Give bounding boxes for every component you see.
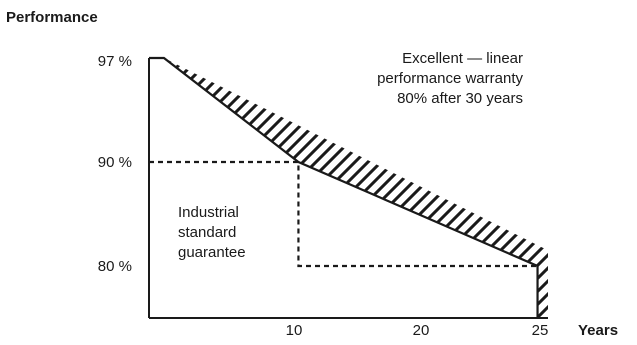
hatch-stroke: [163, 58, 506, 318]
hatch-stroke: [163, 58, 311, 318]
hatch-stroke: [163, 58, 220, 318]
hatch-stroke: [163, 58, 168, 318]
hatch-stroke: [0, 0, 140, 345]
hatch-stroke: [248, 58, 548, 318]
hatch-stroke: [469, 58, 548, 318]
hatch-stroke: [163, 58, 467, 318]
hatch-stroke: [163, 58, 207, 318]
hatch-stroke: [163, 58, 454, 318]
hatch-stroke: [417, 58, 548, 318]
hatch-stroke: [0, 0, 49, 345]
hatch-stroke: [163, 58, 285, 318]
hatch-stroke: [163, 58, 389, 318]
x-tick-25: 25: [531, 322, 549, 339]
hatch-stroke: [300, 58, 548, 318]
linear-warranty-annotation: Excellent — linear performance warranty …: [290, 49, 523, 109]
hatch-stroke: [261, 58, 548, 318]
y-tick-97: 97 %: [97, 53, 132, 70]
hatch-stroke: [163, 58, 324, 318]
hatch-stroke: [547, 58, 548, 318]
hatch-stroke: [287, 58, 548, 318]
hatch-stroke: [404, 58, 548, 318]
linear-warranty-line: [149, 56, 539, 318]
hatch-stroke: [235, 58, 548, 318]
hatch-stroke: [163, 58, 363, 318]
hatch-stroke: [365, 58, 548, 318]
series-group: [149, 56, 539, 318]
x-axis-label: Years: [578, 322, 619, 339]
hatch-stroke: [183, 58, 532, 318]
hatch-stroke: [0, 0, 101, 345]
hatch-stroke: [163, 58, 194, 318]
linear-annotation-line-3: 80% after 30 years: [397, 90, 523, 107]
industrial-standard-line: [149, 160, 538, 268]
standard-annotation-line-2: standard: [178, 224, 237, 241]
hatch-stroke: [601, 0, 637, 345]
hatch-stroke: [443, 58, 548, 318]
linear-annotation-line-2: performance warranty: [377, 70, 523, 87]
hatch-stroke: [163, 58, 337, 318]
hatch-stroke: [163, 58, 272, 318]
x-tick-20: 20: [412, 322, 430, 339]
hatch-stroke: [575, 0, 637, 345]
linear-annotation-line-1: Excellent — linear: [402, 50, 523, 67]
hatch-stroke: [0, 0, 127, 345]
hatch-stroke: [163, 58, 259, 318]
hatch-stroke: [562, 0, 637, 345]
hatch-stroke: [0, 0, 75, 345]
hatch-stroke: [588, 0, 637, 345]
standard-guarantee-annotation: Industrial standard guarantee: [178, 203, 298, 263]
hatch-stroke: [163, 58, 428, 318]
hatch-stroke: [222, 58, 548, 318]
y-axis-label: Performance: [6, 9, 98, 26]
hatch-stroke: [430, 58, 548, 318]
standard-annotation-line-1: Industrial: [178, 204, 239, 221]
hatch-stroke: [627, 0, 637, 345]
hatch-stroke: [326, 58, 548, 318]
hatch-stroke: [163, 58, 246, 318]
hatch-stroke: [0, 0, 114, 345]
hatch-stroke: [378, 58, 548, 318]
hatch-stroke: [163, 58, 350, 318]
hatch-stroke: [163, 58, 480, 318]
hatch-stroke: [0, 0, 62, 345]
x-tick-10: 10: [285, 322, 303, 339]
hatch-stroke: [163, 58, 493, 318]
hatch-stroke: [196, 58, 545, 318]
hatch-stroke: [0, 0, 153, 345]
hatch-stroke: [163, 58, 402, 318]
hatch-stroke: [274, 58, 548, 318]
standard-annotation-line-3: guarantee: [178, 244, 246, 261]
hatch-stroke: [0, 0, 88, 345]
hatch-stroke: [170, 58, 519, 318]
hatch-stroke: [534, 58, 548, 318]
hatch-stroke: [0, 0, 23, 345]
hatch-stroke: [0, 0, 36, 345]
hatch-stroke: [391, 58, 548, 318]
hatch-stroke: [614, 0, 637, 345]
hatch-stroke: [0, 0, 10, 345]
hatch-stroke: [209, 58, 548, 318]
hatch-stroke: [163, 58, 441, 318]
y-tick-80: 80 %: [97, 258, 132, 275]
hatch-stroke: [482, 58, 548, 318]
hatch-stroke: [163, 58, 181, 318]
hatch-stroke: [508, 58, 548, 318]
hatch-stroke: [163, 58, 233, 318]
hatch-stroke: [495, 58, 548, 318]
hatch-stroke: [521, 58, 548, 318]
y-tick-90: 90 %: [97, 154, 132, 171]
hatch-stroke: [313, 58, 548, 318]
hatch-stroke: [352, 58, 548, 318]
hatch-stroke: [163, 58, 415, 318]
